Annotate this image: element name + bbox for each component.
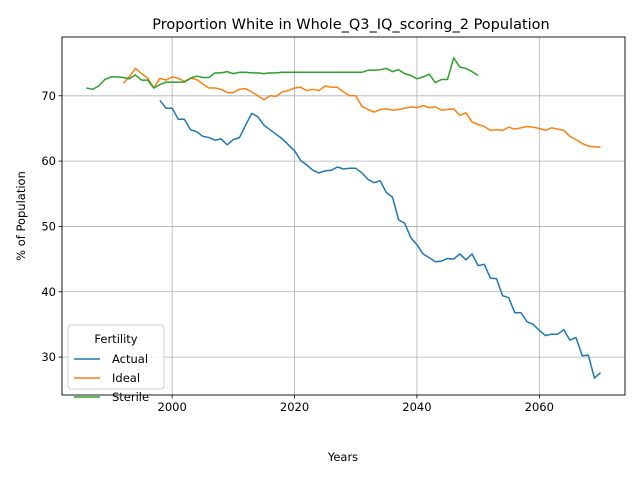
series-line-sterile — [86, 57, 479, 91]
x-tick-label: 2040 — [402, 400, 431, 414]
y-tick-label: 30 — [41, 350, 56, 364]
legend: Fertility Actual Ideal Sterile — [67, 324, 165, 404]
y-tick-label: 40 — [41, 285, 56, 299]
legend-entries: Actual Ideal Sterile — [74, 352, 149, 404]
y-axis-ticks: 30 40 50 60 70 — [41, 89, 62, 364]
y-axis-label: % of Population — [14, 171, 28, 261]
y-tick-label: 50 — [41, 219, 56, 233]
legend-box — [67, 324, 165, 390]
legend-label-actual: Actual — [112, 352, 148, 366]
y-tick-label: 60 — [41, 154, 56, 168]
legend-label-ideal: Ideal — [112, 371, 140, 385]
x-tick-label: 2020 — [280, 400, 309, 414]
x-axis-ticks: 2000 2020 2040 2060 — [158, 395, 554, 414]
x-axis-label: Years — [327, 450, 358, 464]
x-tick-label: 2000 — [158, 400, 187, 414]
series-line-actual — [159, 99, 601, 379]
x-tick-label: 2060 — [525, 400, 554, 414]
legend-label-sterile: Sterile — [112, 390, 149, 404]
plot-frame — [61, 36, 626, 396]
legend-title: Fertility — [94, 332, 137, 346]
series-line-ideal — [122, 67, 601, 149]
chart-title: Proportion White in Whole_Q3_IQ_scoring_… — [152, 17, 550, 33]
y-tick-label: 70 — [41, 89, 56, 103]
series-lines — [86, 57, 601, 379]
